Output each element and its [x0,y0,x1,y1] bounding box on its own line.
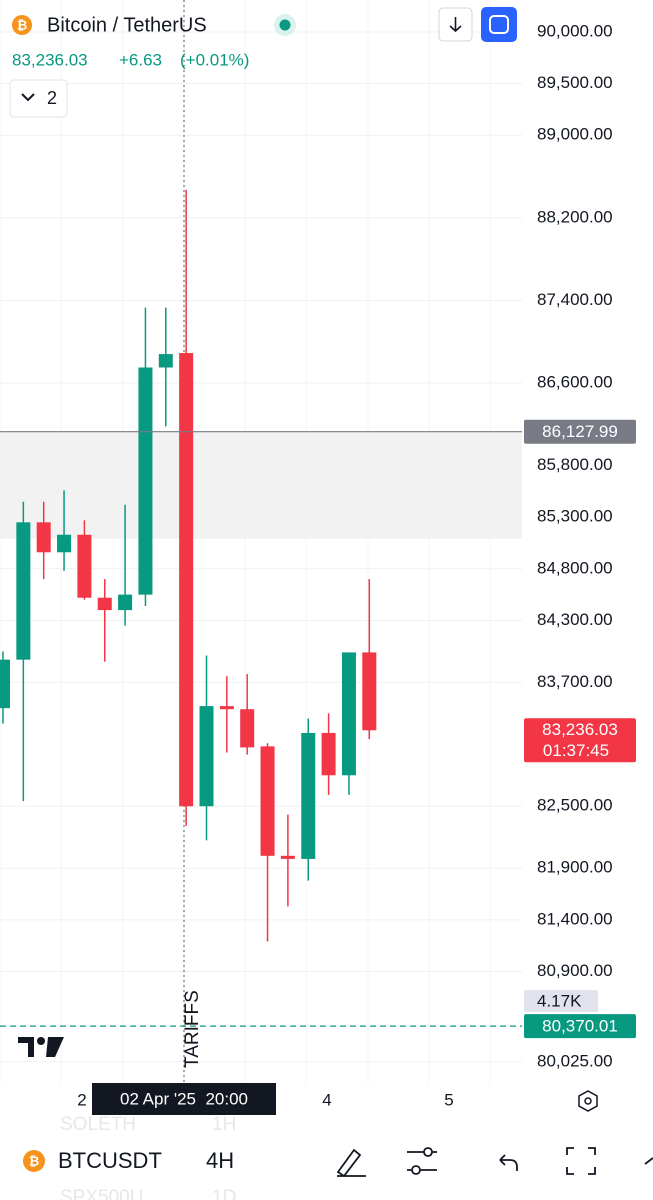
download-icon [449,17,462,33]
candle-body [321,732,336,776]
symbol-title: Bitcoin / TetherUS [47,14,207,36]
y-tick-label: 80,025.00 [537,1051,613,1070]
candle-body [179,353,194,807]
ghost-symbol: SPX500U [60,1187,143,1200]
plot-area: 90,000.00 89,500.00 89,000.00 88,200.00 87,4… [0,0,636,1115]
chevron [21,93,35,102]
candle-body [0,659,10,709]
candle-body [138,367,153,595]
ghost-symbol: SOLETH [60,1114,136,1135]
coin-icon [12,15,32,35]
coin-glyph: ₿ [17,17,28,32]
y-tick-label: 85,300.00 [537,507,613,526]
replay-icon [489,15,509,34]
draw-icon[interactable] [336,1148,366,1178]
candle-body [77,534,92,598]
fullscreen-icon[interactable] [566,1147,596,1175]
undo-icon[interactable] [499,1154,518,1171]
last-price: 83,236.03 [12,50,88,69]
annotation: TARIFFS [182,990,203,1068]
y-tick-label: 89,500.00 [537,73,613,92]
y-tick-label: 87,400.00 [537,290,613,309]
y-tick-label: 83,700.00 [537,672,613,691]
candle-body [260,746,275,856]
candle-body [158,354,173,368]
candle-body [97,597,112,611]
candle-body [199,706,214,807]
settings-hex [578,1090,598,1112]
volume-label: 4.17K [537,992,582,1011]
change: +6.63 [119,50,162,69]
price-tag [524,419,636,444]
coin-glyph: ₿ [29,1153,40,1168]
crosshair-time-box [92,1083,276,1115]
replay-button[interactable] [481,7,517,42]
y-tick-label: 84,300.00 [537,610,613,629]
volume-tag [524,990,598,1013]
price-tag-label: 80,370.01 [542,1017,618,1036]
candle-body [36,522,51,553]
candle-body [240,709,255,748]
x-tick-label: 2 [77,1090,86,1109]
change-percent: (+0.01%) [180,50,249,69]
bottom-symbol[interactable]: BTCUSDT [58,1148,162,1173]
settings-hex-dot [584,1097,592,1105]
last-price-label: 83,236.03 [542,720,618,739]
coin-icon [23,1150,45,1172]
ghost-interval: 1D [212,1187,236,1200]
candle-body [219,706,234,710]
market-status-dot [279,19,291,31]
crosshair-time: 02 Apr '25 20:00 [120,1089,248,1108]
zone [0,431,522,539]
x-tick-label: 4 [322,1090,331,1109]
indicators-count: 2 [47,88,57,108]
y-tick-label: 90,000.00 [537,21,613,40]
candle-body [341,652,356,776]
logo [18,1037,64,1057]
indicators-toggle[interactable] [9,79,68,118]
price-tag-label: 86,127.99 [542,422,618,441]
y-tick-label: 80,900.00 [537,961,613,980]
more-icon[interactable] [644,1157,653,1165]
logo-dot [37,1037,45,1045]
candle-body [301,732,316,859]
last-price-tag [524,718,636,763]
y-tick-label: 88,200.00 [537,207,613,226]
x-tick-label: 5 [444,1090,453,1109]
y-tick-label: 89,000.00 [537,125,613,144]
candle-body [280,855,295,859]
countdown: 01:37:45 [543,741,609,760]
bottom-interval[interactable]: 4H [206,1148,234,1173]
candle-body [362,652,377,731]
settings-knob [411,1165,421,1175]
y-tick-label: 82,500.00 [537,796,613,815]
candle-body [57,534,72,553]
bottom-bar [0,1120,653,1200]
candle-body [118,594,133,611]
y-tick-label: 81,400.00 [537,909,613,928]
settings-knob [423,1147,433,1157]
price-tag [524,1014,636,1039]
y-tick-label: 81,900.00 [537,858,613,877]
y-tick-label: 86,600.00 [537,372,613,391]
ghost-interval: 1H [212,1114,236,1135]
candle-body [16,522,31,660]
y-tick-label: 84,800.00 [537,558,613,577]
y-tick-label: 85,800.00 [537,455,613,474]
